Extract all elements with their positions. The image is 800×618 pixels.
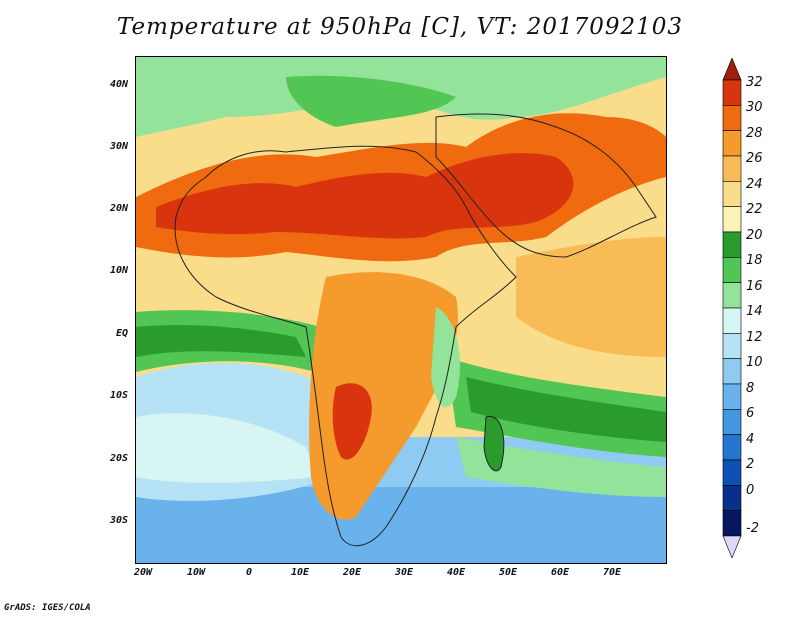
lat-label: 30N [109, 141, 128, 152]
lon-label: 50E [499, 567, 518, 578]
colorbar-segment [722, 434, 742, 461]
colorbar-label: 6 [746, 406, 755, 421]
colorbar-segment [722, 206, 742, 233]
lon-label: 10E [291, 567, 310, 578]
colorbar-bottom-arrow [722, 535, 742, 558]
colorbar-segment [722, 383, 742, 410]
colorbar-segment [722, 257, 742, 283]
lat-label: EQ [115, 328, 128, 339]
lat-label: 10N [109, 265, 128, 276]
colorbar-label: 12 [746, 330, 763, 345]
colorbar-segment [722, 358, 742, 385]
colorbar-top-arrow [722, 58, 742, 81]
lon-label: 70E [603, 567, 622, 578]
lon-label: 30E [395, 567, 414, 578]
colorbar-label: 26 [746, 151, 763, 166]
colorbar-segment [722, 130, 742, 157]
colorbar-segment [722, 409, 742, 435]
colorbar-label: 28 [746, 126, 763, 141]
colorbar-segment [722, 459, 742, 486]
lat-label: 10S [109, 390, 128, 401]
lat-label: 20N [109, 203, 128, 214]
colorbar-label: 22 [746, 202, 763, 217]
colorbar-label: 16 [746, 279, 763, 294]
colorbar [722, 58, 742, 558]
footer-credit: GrADS: IGES/COLA [4, 603, 91, 613]
colorbar-segment [722, 231, 742, 258]
colorbar-label: 0 [746, 483, 755, 498]
lon-label: 0 [246, 567, 253, 578]
colorbar-segment [722, 282, 742, 309]
colorbar-label: 18 [746, 253, 763, 268]
colorbar-label: 10 [746, 355, 763, 370]
colorbar-label: -2 [746, 521, 759, 536]
colorbar-label: 4 [746, 432, 755, 447]
lat-label: 30S [109, 515, 128, 526]
lon-label: 10W [187, 567, 206, 578]
colorbar-segment [722, 79, 742, 106]
lon-label: 20E [343, 567, 362, 578]
lon-label: 60E [551, 567, 570, 578]
colorbar-segment [722, 333, 742, 359]
colorbar-label: 8 [746, 381, 755, 396]
colorbar-segment [722, 485, 742, 511]
colorbar-segment [722, 307, 742, 334]
colorbar-label: 14 [746, 304, 763, 319]
colorbar-segment [722, 181, 742, 207]
temperature-map [135, 56, 667, 564]
colorbar-label: 30 [746, 100, 763, 115]
colorbar-segment [722, 105, 742, 131]
colorbar-label: 24 [746, 177, 763, 192]
map-title: Temperature at 950hPa [C], VT: 201709210… [116, 14, 684, 40]
temperature-field [136, 57, 666, 563]
colorbar-label: 32 [746, 75, 763, 90]
lon-label: 20W [134, 567, 153, 578]
colorbar-label: 2 [746, 457, 755, 472]
lon-label: 40E [447, 567, 466, 578]
colorbar-label: 20 [746, 228, 763, 243]
lat-label: 20S [109, 453, 128, 464]
lat-label: 40N [109, 79, 128, 90]
colorbar-segment [722, 510, 742, 537]
colorbar-segment [722, 155, 742, 182]
